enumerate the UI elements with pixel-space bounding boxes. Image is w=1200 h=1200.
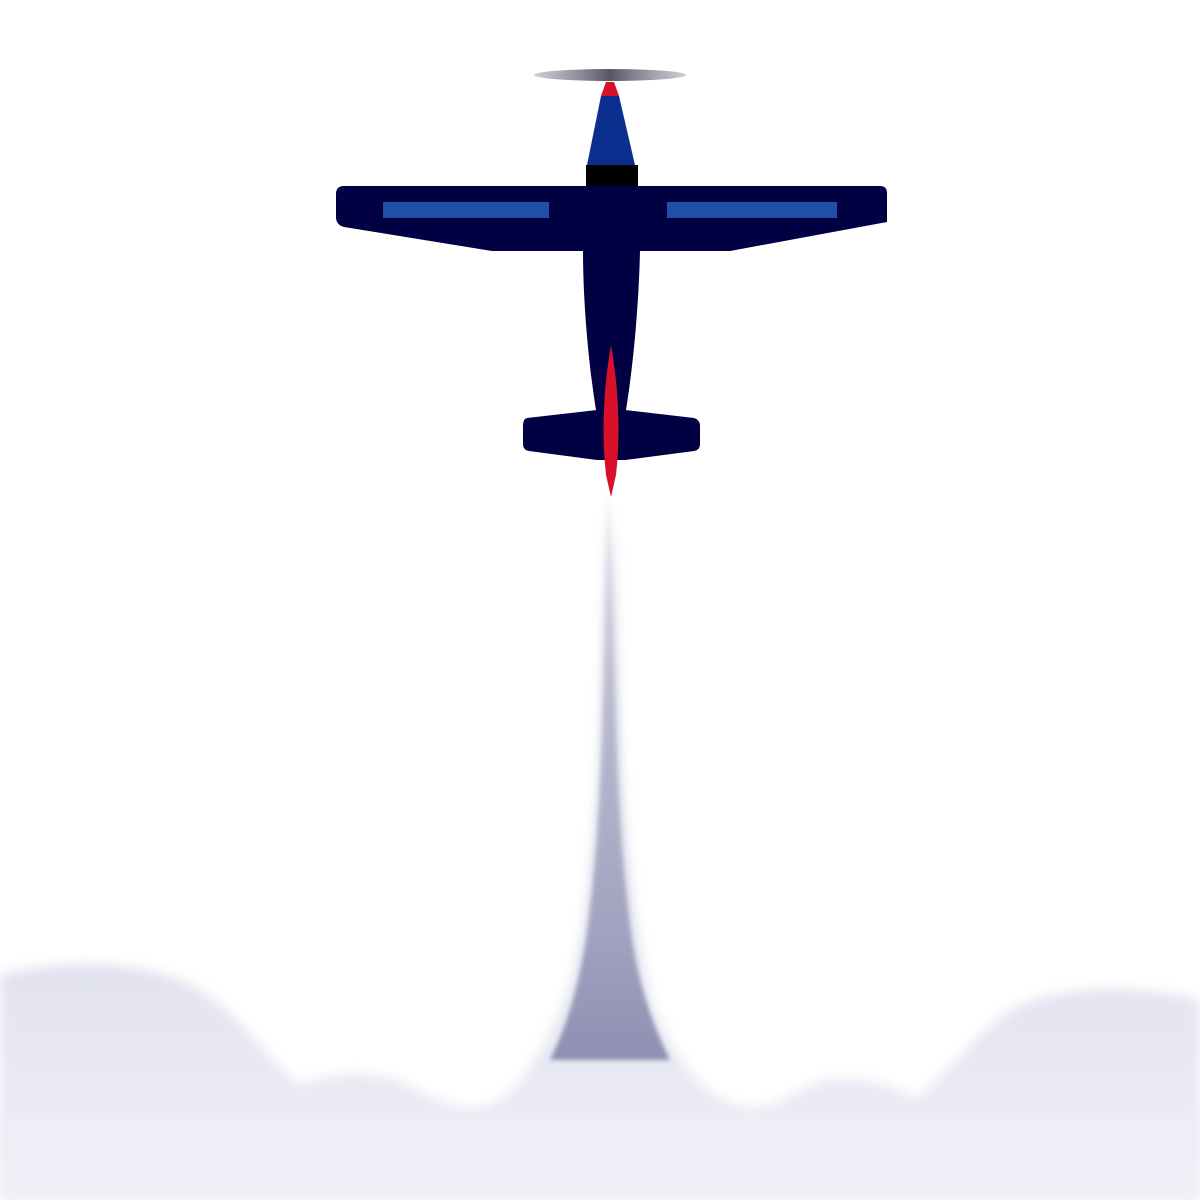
fuselage [583,186,640,460]
right-wing-stripe [667,202,837,218]
smoke-cloud [0,495,1200,1200]
tail-stripe [603,345,619,497]
engine-ring [586,165,638,187]
smoke-column [550,495,670,1060]
cowling [587,96,635,165]
cloud-lower-fill [0,1115,1200,1200]
propeller-icon [534,69,686,81]
left-wing-stripe [383,202,549,218]
airplane [336,69,887,497]
spinner-icon [601,82,619,96]
